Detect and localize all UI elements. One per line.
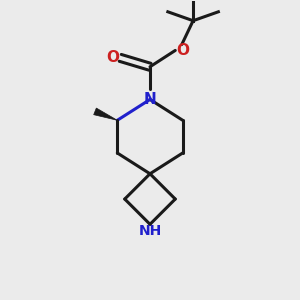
- Text: NH: NH: [138, 224, 162, 238]
- Text: N: N: [144, 92, 156, 107]
- Text: O: O: [176, 43, 189, 58]
- Text: O: O: [106, 50, 119, 65]
- Polygon shape: [94, 108, 117, 120]
